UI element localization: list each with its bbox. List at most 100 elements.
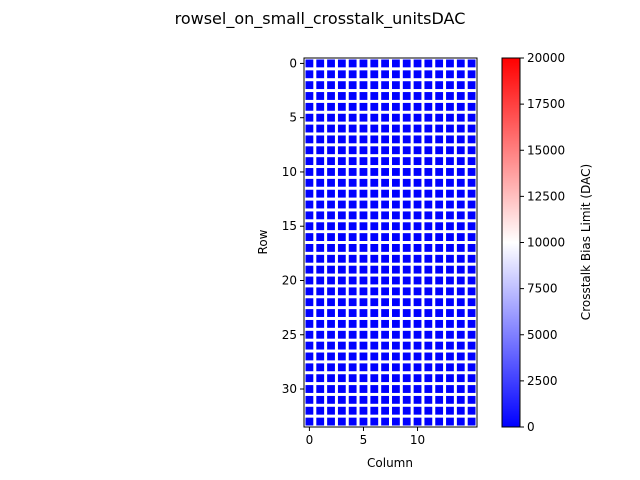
heatmap-cell bbox=[337, 178, 346, 187]
heatmap-cell bbox=[348, 352, 357, 361]
heatmap-cell bbox=[402, 168, 411, 176]
heatmap-cell bbox=[337, 200, 346, 209]
heatmap-cell bbox=[456, 113, 465, 122]
heatmap-cell bbox=[446, 92, 454, 100]
heatmap-cell bbox=[305, 244, 314, 252]
heatmap-cell bbox=[413, 211, 422, 220]
heatmap-cell bbox=[392, 102, 400, 111]
heatmap-cell bbox=[467, 146, 476, 155]
heatmap-cell bbox=[316, 395, 325, 404]
heatmap-cell bbox=[370, 146, 379, 155]
heatmap-cell bbox=[337, 374, 346, 383]
x-tick-label: 0 bbox=[306, 433, 314, 447]
heatmap-cell bbox=[467, 211, 476, 220]
heatmap-cell bbox=[359, 276, 368, 285]
heatmap-cell bbox=[392, 385, 400, 393]
heatmap-cell bbox=[402, 70, 411, 79]
heatmap-cell bbox=[370, 222, 379, 231]
heatmap-cell bbox=[348, 59, 357, 68]
heatmap-cell bbox=[327, 265, 335, 274]
heatmap-cell bbox=[446, 178, 454, 187]
heatmap-cell bbox=[359, 59, 368, 68]
heatmap-cell bbox=[424, 81, 433, 90]
heatmap-cell bbox=[305, 135, 314, 144]
heatmap-cell bbox=[446, 298, 454, 307]
heatmap-cell bbox=[305, 146, 314, 155]
heatmap-cell bbox=[402, 395, 411, 404]
heatmap-cell bbox=[348, 385, 357, 393]
heatmap-cell bbox=[392, 81, 400, 90]
heatmap-cell bbox=[327, 254, 335, 263]
heatmap-cell bbox=[467, 244, 476, 252]
heatmap-cell bbox=[337, 168, 346, 176]
heatmap-cell bbox=[456, 298, 465, 307]
heatmap-cell bbox=[327, 341, 335, 350]
heatmap-cell bbox=[413, 178, 422, 187]
heatmap-cell bbox=[359, 222, 368, 231]
heatmap-cell bbox=[467, 200, 476, 209]
heatmap-cell bbox=[435, 276, 444, 285]
heatmap-cell bbox=[316, 92, 325, 100]
heatmap-cell bbox=[316, 298, 325, 307]
heatmap-cell bbox=[446, 417, 454, 426]
heatmap-cell bbox=[413, 157, 422, 166]
heatmap-cell bbox=[348, 233, 357, 241]
heatmap-cell bbox=[402, 352, 411, 361]
heatmap-cell bbox=[370, 341, 379, 350]
heatmap-cell bbox=[305, 113, 314, 122]
heatmap-cell bbox=[370, 178, 379, 187]
heatmap-cell bbox=[348, 395, 357, 404]
heatmap-cell bbox=[424, 395, 433, 404]
heatmap-cell bbox=[424, 92, 433, 100]
heatmap-cell bbox=[402, 200, 411, 209]
y-tick-label: 10 bbox=[282, 165, 297, 179]
heatmap-cell bbox=[435, 102, 444, 111]
heatmap-cell bbox=[316, 146, 325, 155]
heatmap-cell bbox=[337, 189, 346, 198]
heatmap-cell bbox=[392, 222, 400, 231]
heatmap-cell bbox=[446, 309, 454, 317]
heatmap-cell bbox=[337, 92, 346, 100]
heatmap-cell bbox=[370, 124, 379, 133]
heatmap-cell bbox=[316, 200, 325, 209]
heatmap-cell bbox=[467, 81, 476, 90]
heatmap-cell bbox=[316, 59, 325, 68]
colorbar-tick-label: 5000 bbox=[527, 328, 558, 342]
heatmap-cell bbox=[413, 200, 422, 209]
heatmap-cell bbox=[402, 406, 411, 415]
heatmap-cell bbox=[435, 385, 444, 393]
heatmap-cell bbox=[456, 102, 465, 111]
heatmap-cell bbox=[467, 406, 476, 415]
heatmap-cell bbox=[456, 211, 465, 220]
heatmap-cell bbox=[424, 385, 433, 393]
y-axis-label: Row bbox=[256, 229, 270, 254]
colorbar-tick-label: 0 bbox=[527, 420, 535, 434]
colorbar-tick-label: 12500 bbox=[527, 189, 565, 203]
heatmap-cell bbox=[316, 385, 325, 393]
heatmap-cell bbox=[370, 189, 379, 198]
heatmap-cell bbox=[467, 59, 476, 68]
colorbar-ticks: 0 2500 5000 7500 10000 12500 15000 17500 20000 bbox=[520, 51, 565, 434]
heatmap-cell bbox=[359, 113, 368, 122]
heatmap-cell bbox=[370, 113, 379, 122]
heatmap-cell bbox=[370, 157, 379, 166]
heatmap-cell bbox=[446, 168, 454, 176]
heatmap-cell bbox=[359, 124, 368, 133]
heatmap-cell bbox=[435, 374, 444, 383]
heatmap-cell bbox=[402, 81, 411, 90]
heatmap-cell bbox=[467, 92, 476, 100]
heatmap-cell bbox=[446, 374, 454, 383]
heatmap-cell bbox=[413, 276, 422, 285]
heatmap-cell bbox=[424, 287, 433, 296]
heatmap-cell bbox=[381, 319, 389, 328]
heatmap-cell bbox=[370, 385, 379, 393]
heatmap-cell bbox=[467, 178, 476, 187]
heatmap-cell bbox=[305, 265, 314, 274]
heatmap-cell bbox=[424, 113, 433, 122]
heatmap-cell bbox=[392, 124, 400, 133]
heatmap-cell bbox=[424, 309, 433, 317]
heatmap-cell bbox=[402, 287, 411, 296]
heatmap-cell bbox=[402, 385, 411, 393]
heatmap-cell bbox=[435, 189, 444, 198]
heatmap-cell bbox=[305, 102, 314, 111]
